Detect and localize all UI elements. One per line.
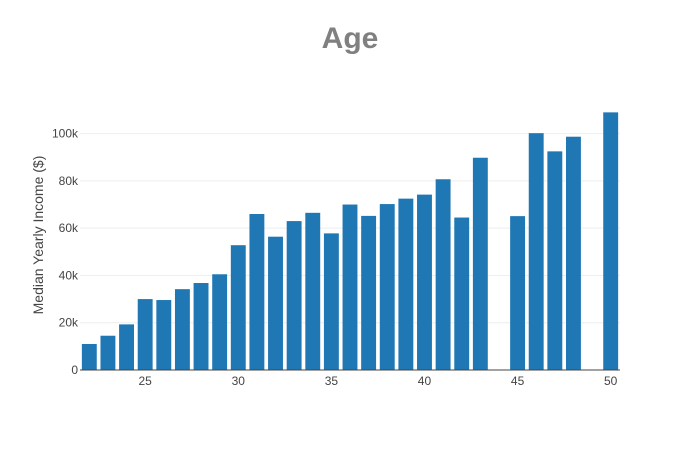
bar bbox=[510, 216, 526, 370]
y-tick-label: 20k bbox=[59, 316, 79, 330]
bar bbox=[230, 245, 246, 370]
bar bbox=[249, 214, 265, 370]
bars bbox=[81, 112, 619, 370]
bar bbox=[379, 204, 395, 370]
bar bbox=[100, 335, 116, 370]
y-tick-label: 80k bbox=[59, 174, 79, 188]
bar bbox=[566, 136, 581, 370]
bar bbox=[268, 236, 283, 370]
bar bbox=[305, 212, 321, 370]
bar bbox=[398, 198, 414, 370]
x-tick-label: 25 bbox=[138, 374, 152, 388]
x-tick-label: 50 bbox=[604, 374, 618, 388]
bar bbox=[417, 194, 432, 370]
bar bbox=[603, 112, 619, 370]
bar bbox=[81, 344, 97, 370]
bar bbox=[472, 157, 488, 370]
bar bbox=[435, 179, 451, 370]
bar bbox=[137, 299, 153, 370]
y-axis-title: Median Yearly Income ($) bbox=[30, 156, 46, 315]
bar bbox=[286, 221, 302, 370]
bar bbox=[323, 233, 339, 370]
y-tick-label: 60k bbox=[59, 221, 79, 235]
bar bbox=[212, 274, 228, 370]
bar bbox=[193, 283, 209, 370]
x-tick-label: 40 bbox=[418, 374, 432, 388]
bar bbox=[361, 215, 377, 370]
x-tick-label: 30 bbox=[232, 374, 246, 388]
bar bbox=[342, 204, 358, 370]
y-tick-label: 100k bbox=[52, 127, 79, 141]
y-tick-label: 40k bbox=[59, 268, 79, 282]
bar bbox=[528, 133, 544, 370]
y-axis-ticks: 0 20k 40k 60k 80k 100k bbox=[52, 127, 79, 377]
bar bbox=[454, 217, 470, 370]
bar bbox=[547, 151, 563, 370]
x-tick-label: 45 bbox=[511, 374, 525, 388]
bar bbox=[119, 324, 134, 370]
y-tick-label: 0 bbox=[71, 363, 78, 377]
x-tick-label: 35 bbox=[325, 374, 339, 388]
chart-title: Age bbox=[321, 22, 379, 55]
bar bbox=[174, 289, 190, 370]
bar bbox=[156, 300, 172, 370]
x-axis-ticks: 25 30 35 40 45 50 bbox=[138, 374, 617, 388]
